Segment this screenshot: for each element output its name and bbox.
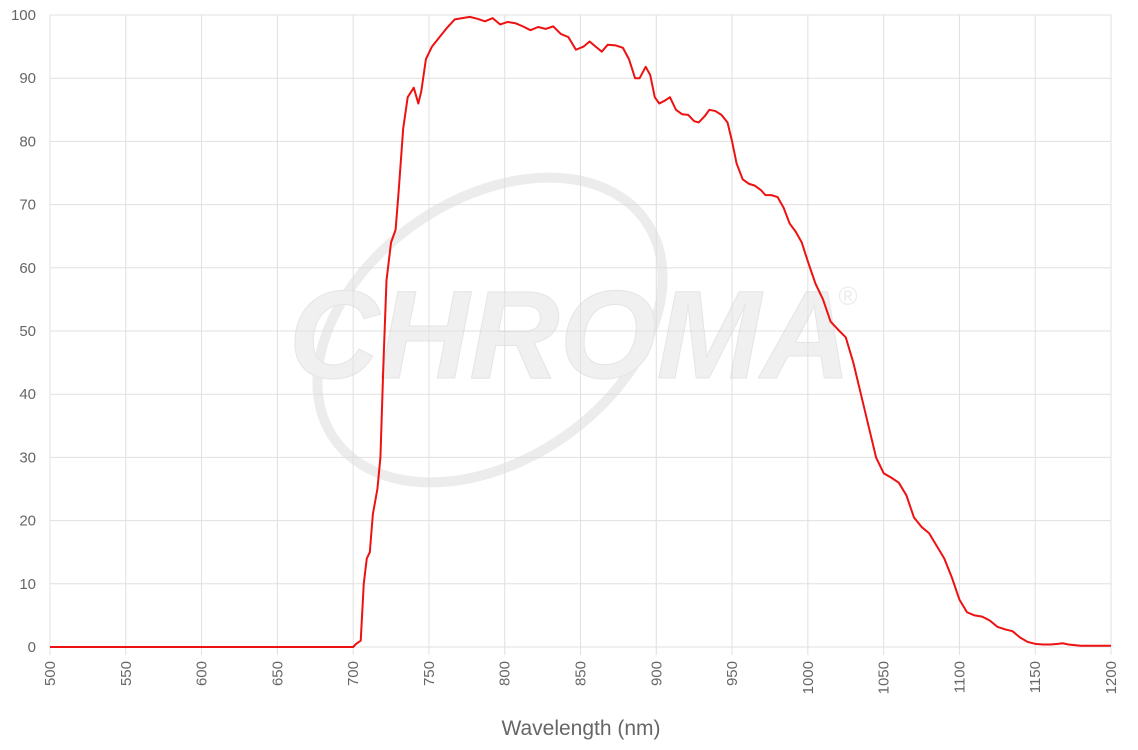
data-line xyxy=(50,15,1111,648)
watermark-text: CHROMA xyxy=(289,266,851,405)
y-tick-label: 50 xyxy=(19,323,36,340)
watermark-mark: ® xyxy=(838,281,857,311)
x-tick-label: 1000 xyxy=(800,661,817,694)
watermark-swoosh xyxy=(312,172,668,488)
y-tick-label: 10 xyxy=(19,576,36,593)
x-tick-label: 1150 xyxy=(1027,661,1044,693)
x-tick-label: 1200 xyxy=(1103,661,1120,694)
x-tick-label: 500 xyxy=(42,661,59,686)
y-tick-label: 20 xyxy=(19,513,36,530)
x-tick-label: 650 xyxy=(269,661,286,686)
x-tick-label: 1100 xyxy=(951,661,968,693)
x-tick-label: 750 xyxy=(421,661,438,686)
x-tick-label: 900 xyxy=(648,661,665,686)
watermark: CHROMA ® xyxy=(288,172,858,488)
x-tick-label: 600 xyxy=(194,661,211,686)
y-tick-label: 0 xyxy=(28,639,36,656)
x-tick-label: 1050 xyxy=(876,661,893,694)
x-tick-label: 950 xyxy=(724,661,741,686)
grid xyxy=(49,14,1112,655)
y-tick-label: 90 xyxy=(19,70,36,87)
x-tick-label: 550 xyxy=(118,661,135,686)
x-tick-label: 700 xyxy=(345,661,362,686)
y-tick-label: 100 xyxy=(11,7,36,24)
y-tick-label: 80 xyxy=(19,133,36,150)
x-tick-label: 800 xyxy=(497,661,514,686)
y-tick-label: 70 xyxy=(19,197,36,214)
x-axis-label: Wavelength (nm) xyxy=(501,717,660,740)
y-tick-label: 60 xyxy=(19,260,36,277)
x-tick-label: 850 xyxy=(573,661,590,686)
y-tick-label: 30 xyxy=(19,449,36,466)
y-tick-label: 40 xyxy=(19,386,36,403)
